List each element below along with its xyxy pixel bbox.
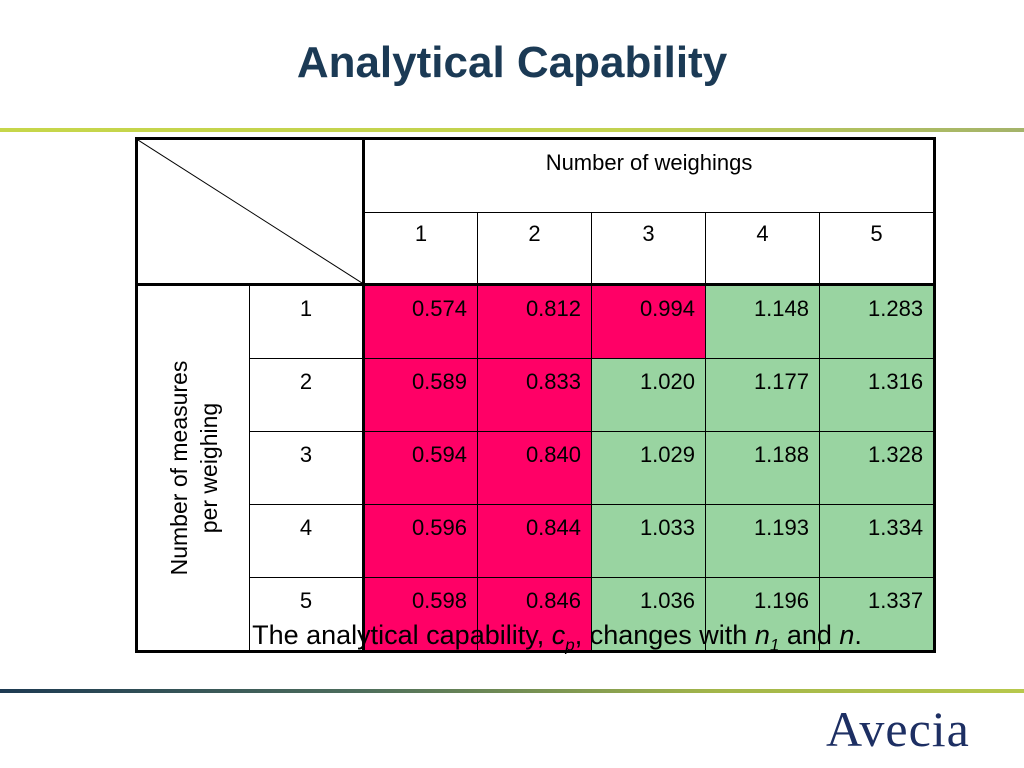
- value-cell: 0.840: [477, 431, 592, 505]
- value-cell: 0.574: [363, 284, 478, 359]
- caption-conj: and: [779, 620, 840, 650]
- value-cell: 1.033: [591, 504, 706, 578]
- row-group-header: Number of measures per weighing: [136, 284, 250, 652]
- value-cell: 0.594: [363, 431, 478, 505]
- bottom-divider: [0, 689, 1024, 693]
- caption-middle: , changes with: [574, 620, 755, 650]
- top-divider: [0, 128, 1024, 132]
- value-cell: 0.596: [363, 504, 478, 578]
- value-cell: 0.589: [363, 358, 478, 432]
- n1-subscript: 1: [769, 635, 780, 655]
- column-header: 4: [705, 212, 820, 286]
- value-cell: 0.812: [477, 284, 592, 359]
- row-group-label: Number of measures per weighing: [164, 361, 224, 576]
- value-cell: 1.334: [818, 504, 936, 578]
- value-cell: 1.177: [705, 358, 820, 432]
- value-cell: 1.193: [705, 504, 820, 578]
- column-group-header: Number of weighings: [362, 138, 936, 213]
- value-cell: 1.283: [818, 284, 936, 359]
- row-header: 3: [249, 431, 365, 505]
- row-header: 2: [249, 358, 365, 432]
- value-cell: 1.337: [818, 577, 936, 652]
- n1-base: n: [754, 620, 770, 650]
- n1-symbol: n1: [754, 620, 780, 654]
- column-header: 3: [591, 212, 706, 286]
- column-header: 1: [363, 212, 478, 286]
- value-cell: 0.846: [477, 577, 592, 652]
- value-cell: 1.020: [591, 358, 706, 432]
- corner-diagonal: [138, 140, 362, 283]
- cp-symbol: cp: [551, 620, 575, 654]
- table-caption: The analytical capability, cp, changes w…: [0, 620, 1024, 655]
- value-cell: 1.328: [818, 431, 936, 505]
- column-number-row: 1 2 3 4 5: [137, 212, 936, 286]
- n-symbol: n: [839, 620, 855, 650]
- table-row: 4 0.596 0.844 1.033 1.193 1.334: [137, 504, 936, 578]
- value-cell: 0.598: [363, 577, 478, 652]
- value-cell: 1.029: [591, 431, 706, 505]
- table-row: 3 0.594 0.840 1.029 1.188 1.328: [137, 431, 936, 505]
- row-group-label-line2: per weighing: [195, 402, 222, 534]
- value-cell: 0.994: [591, 284, 706, 359]
- table-row: 5 0.598 0.846 1.036 1.196 1.337: [137, 577, 936, 652]
- caption-prefix: The analytical capability,: [252, 620, 552, 650]
- value-cell: 0.844: [477, 504, 592, 578]
- slide-title: Analytical Capability: [296, 38, 728, 87]
- table-corner-cell: [136, 138, 365, 286]
- caption-end: .: [854, 620, 862, 650]
- value-cell: 1.316: [818, 358, 936, 432]
- row-header: 4: [249, 504, 365, 578]
- avecia-logo: Avecia: [826, 701, 970, 757]
- row-header: 1: [249, 284, 365, 359]
- cp-subscript: p: [565, 635, 575, 655]
- row-group-label-line1: Number of measures: [165, 360, 192, 576]
- table-row: Number of measures per weighing 1 0.574 …: [136, 284, 936, 652]
- value-cell: 1.196: [705, 577, 820, 652]
- capability-table: Number of weighings 1 2 3 4 5 Number of …: [135, 137, 937, 653]
- row-header: 5: [249, 577, 365, 652]
- value-cell: 0.833: [477, 358, 592, 432]
- cp-base: c: [551, 620, 566, 650]
- column-header: 5: [818, 212, 936, 286]
- value-cell: 1.148: [705, 284, 820, 359]
- column-header: 2: [477, 212, 592, 286]
- value-cell: 1.188: [705, 431, 820, 505]
- table-row: 2 0.589 0.833 1.020 1.177 1.316: [137, 358, 936, 432]
- header-row-group: Number of weighings: [136, 138, 936, 286]
